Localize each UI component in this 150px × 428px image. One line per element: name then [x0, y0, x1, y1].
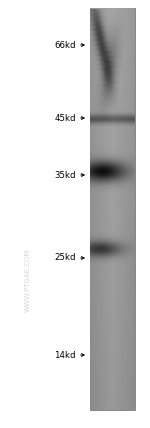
Text: 45kd: 45kd	[54, 113, 76, 122]
Text: 35kd: 35kd	[54, 170, 76, 179]
Bar	[90, 8, 135, 410]
Text: 14kd: 14kd	[54, 351, 76, 360]
Text: 25kd: 25kd	[54, 253, 76, 262]
Text: 66kd: 66kd	[54, 41, 76, 50]
Text: WWW.PTGAE.COM: WWW.PTGAE.COM	[25, 248, 31, 312]
